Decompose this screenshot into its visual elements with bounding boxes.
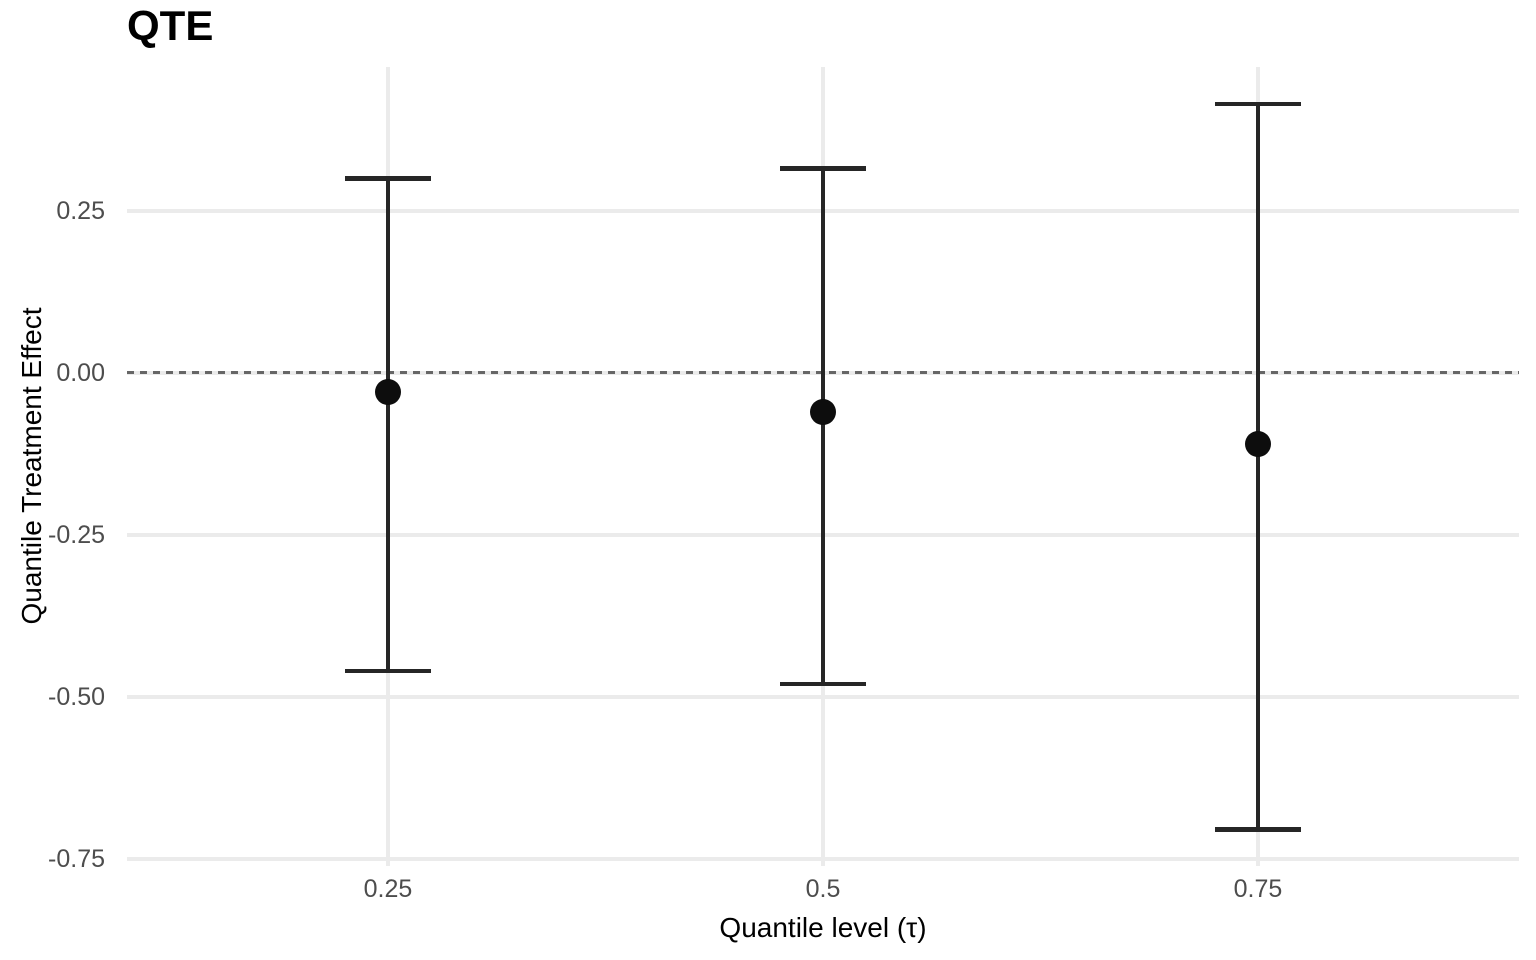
error-bar-cap-top [345, 176, 431, 181]
error-bar-cap-bottom [780, 681, 866, 687]
data-point [1245, 431, 1271, 458]
y-axis-tick-label: -0.25 [48, 520, 105, 549]
x-axis-tick-label: 0.5 [805, 875, 841, 903]
plot-panel [127, 67, 1519, 866]
horizontal-gridline [127, 857, 1519, 861]
y-axis-tick-label: 0.00 [56, 358, 105, 387]
error-bar-line [1255, 103, 1261, 830]
y-axis-tick-label: 0.25 [56, 196, 105, 225]
data-point [810, 398, 836, 425]
horizontal-gridline [127, 695, 1519, 699]
x-axis-title: Quantile level (τ) [719, 912, 927, 943]
error-bar-cap-bottom [345, 668, 431, 674]
error-bar-line [820, 168, 826, 684]
error-bar-cap-top [780, 166, 866, 171]
y-axis-title: Quantile Treatment Effect [16, 307, 47, 625]
chart-title: QTE [127, 2, 214, 49]
data-point [375, 379, 401, 406]
error-bar-cap-bottom [1215, 827, 1301, 832]
error-bar-cap-top [1215, 101, 1301, 107]
error-bar-line [385, 178, 391, 671]
y-axis-tick-label: -0.75 [48, 844, 105, 873]
y-axis-tick-label: -0.50 [48, 682, 105, 711]
x-axis-tick-label: 0.25 [363, 875, 413, 903]
x-axis-tick-label: 0.75 [1233, 875, 1283, 903]
